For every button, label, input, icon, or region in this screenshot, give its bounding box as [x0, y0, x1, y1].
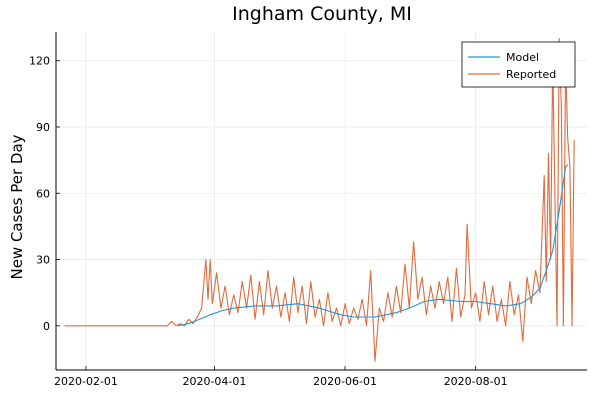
y-tick-label: 60: [36, 187, 50, 200]
y-tick-label: 0: [43, 320, 50, 333]
series-line-reported: [64, 38, 575, 362]
legend-box: [461, 41, 576, 88]
y-axis-label: New Cases Per Day: [8, 134, 26, 279]
x-tick-label: 2020-08-01: [444, 375, 508, 388]
x-tick-label: 2020-06-01: [313, 375, 377, 388]
legend: Model Reported: [461, 41, 576, 88]
axes: [55, 32, 587, 371]
y-tick-label: 30: [36, 254, 50, 267]
x-tick-label: 2020-02-01: [54, 375, 118, 388]
chart-title: Ingham County, MI: [232, 3, 412, 25]
series-line-model: [177, 164, 569, 327]
y-tick-label: 120: [29, 55, 50, 68]
tick-labels: 0 30 60 90 120 2020-02-01 2020-04-01 2020-06-01…: [29, 55, 508, 388]
legend-label-model: Model: [506, 51, 539, 64]
y-tick-label: 90: [36, 121, 50, 134]
x-tick-label: 2020-04-01: [182, 375, 246, 388]
plot-lines: [64, 38, 575, 362]
legend-label-reported: Reported: [506, 68, 556, 81]
